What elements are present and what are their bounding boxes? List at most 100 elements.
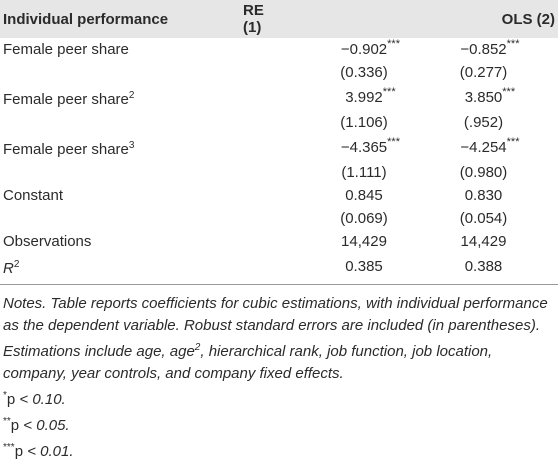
- value: (.952): [463, 114, 504, 131]
- value: (1.106): [340, 114, 388, 131]
- table-row: (1.111) (0.980): [0, 161, 558, 184]
- value: 14,429: [460, 233, 507, 250]
- label-superscript: 3: [128, 140, 135, 151]
- table-row: Female peer share −0.902 *** −0.852 ***: [0, 38, 558, 61]
- table-row: (1.106) (.952): [0, 111, 558, 134]
- value: −4.365 ***: [341, 136, 400, 159]
- footnote: **p < 0.05.: [0, 411, 558, 437]
- significance-stars: ***: [506, 136, 520, 148]
- value-cell: 14,429: [405, 230, 558, 253]
- notes-text: , hierarchical rank, job function, job l…: [3, 343, 493, 382]
- value-cell: (0.277): [405, 61, 558, 84]
- value-cell: (.952): [405, 111, 558, 134]
- value-cell: −0.852 ***: [405, 38, 558, 61]
- value: 0.845: [345, 187, 383, 204]
- table-row: Female peer share2 3.992 *** 3.850 ***: [0, 84, 558, 111]
- notes: Notes. Table reports coefficients for cu…: [0, 285, 558, 385]
- value-cell: 0.845: [243, 184, 405, 207]
- label-superscript: 2: [13, 259, 20, 270]
- footnote-text: < 0.10.: [15, 391, 66, 408]
- row-label-cell: Female peer share2: [0, 84, 243, 111]
- value-cell: 0.385: [243, 253, 405, 285]
- value: (0.069): [340, 210, 388, 227]
- value: −4.254 ***: [460, 136, 519, 159]
- significance-stars: ***: [387, 38, 400, 50]
- notes-superscript: 2: [194, 342, 201, 353]
- value: 0.385: [345, 258, 383, 275]
- footnote-text: < 0.05.: [19, 417, 70, 434]
- value: (1.111): [341, 164, 387, 181]
- value: −0.852 ***: [460, 38, 519, 61]
- footnote-p: p: [10, 417, 20, 434]
- value-cell: 3.992 ***: [243, 84, 405, 111]
- header-row: Individual performance RE (1) OLS (2): [0, 0, 558, 38]
- row-label-cell: [0, 61, 243, 84]
- value-cell: (1.106): [243, 111, 405, 134]
- row-label-cell: Female peer share: [0, 38, 243, 61]
- value: −0.902 ***: [341, 38, 400, 61]
- row-label: Female peer share: [3, 41, 129, 58]
- row-label-cell: Constant: [0, 184, 243, 207]
- value-cell: (0.054): [405, 207, 558, 230]
- footnote-stars: **: [3, 416, 11, 427]
- row-label-cell: Female peer share3: [0, 134, 243, 161]
- row-label: Female peer share: [3, 141, 129, 158]
- footnotes: *p < 0.10. **p < 0.05. ***p < 0.01.: [0, 385, 558, 463]
- value-cell: (0.069): [243, 207, 405, 230]
- value-cell: −4.365 ***: [243, 134, 405, 161]
- value: 0.830: [464, 187, 503, 204]
- value-cell: 14,429: [243, 230, 405, 253]
- table-body: Female peer share −0.902 *** −0.852 *** (0.33…: [0, 38, 558, 285]
- value-cell: (0.980): [405, 161, 558, 184]
- footnote-p: p: [6, 391, 16, 408]
- footnote-p: p: [14, 443, 24, 460]
- row-label-cell: [0, 111, 243, 134]
- value: (0.980): [459, 164, 508, 181]
- row-label: Observations: [3, 233, 92, 250]
- footnote: *p < 0.10.: [0, 385, 558, 411]
- row-label-cell: Observations: [0, 230, 243, 253]
- value: (0.336): [340, 64, 388, 81]
- significance-stars: ***: [382, 86, 396, 98]
- table-row: Female peer share3 −4.365 *** −4.254 ***: [0, 134, 558, 161]
- value-cell: −4.254 ***: [405, 134, 558, 161]
- significance-stars: ***: [506, 38, 520, 50]
- significance-stars: ***: [387, 136, 400, 148]
- label-superscript: 2: [128, 90, 135, 101]
- value: (0.277): [459, 64, 508, 81]
- value-cell: 0.388: [405, 253, 558, 285]
- row-label-cell: [0, 161, 243, 184]
- table-row: Observations 14,429 14,429: [0, 230, 558, 253]
- column-header: Individual performance: [0, 0, 243, 38]
- value: (0.054): [459, 210, 508, 227]
- value: 14,429: [341, 233, 387, 250]
- row-label: Constant: [3, 187, 64, 204]
- row-label: R: [3, 260, 14, 277]
- value-cell: 3.850 ***: [405, 84, 558, 111]
- value-cell: (0.336): [243, 61, 405, 84]
- table-row: (0.069) (0.054): [0, 207, 558, 230]
- table-row: (0.336) (0.277): [0, 61, 558, 84]
- value: 0.388: [464, 258, 503, 275]
- row-label-cell: R2: [0, 253, 243, 285]
- footnote-text: < 0.01.: [23, 443, 74, 460]
- row-label: Female peer share: [3, 91, 129, 108]
- notes-text: Notes. Table reports coefficients for cu…: [3, 295, 548, 360]
- value: 3.850 ***: [465, 86, 515, 109]
- row-label-cell: [0, 207, 243, 230]
- results-table: Individual performance RE (1) OLS (2) Fema…: [0, 0, 558, 285]
- value-cell: (1.111): [243, 161, 405, 184]
- footnote-stars: *: [3, 390, 7, 401]
- table-row: R2 0.385 0.388: [0, 253, 558, 285]
- value-cell: −0.902 ***: [243, 38, 405, 61]
- table-row: Constant 0.845 0.830: [0, 184, 558, 207]
- column-header: RE (1): [243, 0, 405, 38]
- footnote-stars: ***: [3, 442, 15, 453]
- value: 3.992 ***: [345, 86, 395, 109]
- value-cell: 0.830: [405, 184, 558, 207]
- footnote: ***p < 0.01.: [0, 437, 558, 463]
- significance-stars: ***: [502, 86, 516, 98]
- column-header: OLS (2): [405, 0, 558, 38]
